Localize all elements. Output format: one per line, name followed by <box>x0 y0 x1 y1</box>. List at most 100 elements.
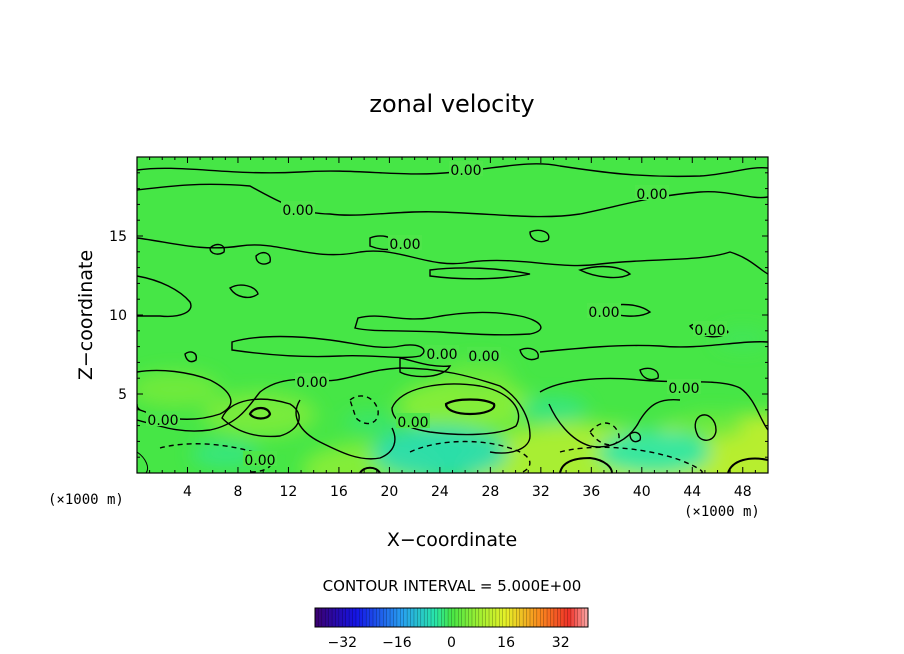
colorbar-cell <box>560 608 565 627</box>
contour-label: 0.00 <box>244 453 275 469</box>
contour-label-bg <box>396 413 430 428</box>
contour-label: 0.00 <box>296 375 327 391</box>
contour-line <box>137 451 149 473</box>
contour-line <box>184 351 198 363</box>
contour-line <box>391 383 520 436</box>
contour-line <box>519 347 539 361</box>
colorbar-cell <box>390 608 394 627</box>
colorbar-cell <box>345 608 350 627</box>
contour-label: 0.00 <box>426 347 457 363</box>
contour-label-bg <box>388 235 422 250</box>
colorbar-cell <box>386 608 391 627</box>
contour-line <box>295 399 396 460</box>
colorbar-cell <box>379 608 384 627</box>
contour-line <box>221 398 300 438</box>
contour-line <box>559 446 703 473</box>
contour-line <box>727 457 768 473</box>
contour-interval-text: CONTOUR INTERVAL = 5.000E+00 <box>323 577 582 595</box>
contour-line <box>231 335 425 359</box>
colorbar-tick-label: 0 <box>447 635 456 651</box>
colorbar-cell <box>461 608 466 627</box>
contour-label-bg <box>693 321 727 336</box>
contour-line <box>548 398 681 448</box>
colorbar-cell <box>492 608 497 627</box>
contour-label: 0.00 <box>282 203 313 219</box>
colorbar-cell <box>502 608 507 627</box>
contour-label-bg <box>667 379 701 394</box>
colorbar-cell <box>564 608 569 627</box>
contour-line <box>229 284 259 299</box>
colorbar-cell <box>376 608 381 627</box>
contour-line <box>529 229 550 243</box>
colorbar-cell <box>417 608 422 627</box>
contour-line <box>539 341 768 353</box>
colorbar-cell <box>547 608 551 627</box>
colorbar-cell <box>441 608 446 627</box>
colorbar-frame <box>314 607 589 628</box>
colorbar-cell <box>523 608 528 627</box>
colorbar-cell <box>451 608 456 627</box>
contour-line <box>578 265 632 279</box>
colorbar-tick-label: 16 <box>497 635 515 651</box>
plot-area: 0.00 0.00 0.00 0.00 0.00 0.00 0.00 0.00 0.00 0.00… <box>136 156 769 474</box>
contour-label-bg <box>467 347 501 362</box>
y-tick-labels: 5 10 15 <box>109 229 127 403</box>
contour-label: 0.00 <box>468 349 499 365</box>
x-axis-right-unit: (×1000 m) <box>684 504 760 520</box>
colorbar-cell <box>328 608 333 627</box>
contour-line <box>559 456 613 473</box>
colorbar-cell <box>318 608 323 627</box>
colorbar-cell <box>424 608 429 627</box>
colorbar-cell <box>526 608 531 627</box>
contour-line <box>137 163 768 178</box>
colorbar-cell <box>506 608 511 627</box>
colorbar-cell <box>557 608 562 627</box>
contour-label-bg <box>146 411 180 426</box>
x-tick-label: 44 <box>683 484 701 500</box>
colorbar-cell <box>489 608 493 627</box>
x-axis: 4 8 12 16 20 24 28 32 36 40 44 48 (×1000 m) (×1000 … <box>48 484 760 551</box>
contour-line <box>255 251 271 265</box>
x-tick-label: 48 <box>734 484 752 500</box>
velocity-minimum <box>191 440 260 468</box>
colorbar-cell <box>362 608 367 627</box>
colorbar-cell <box>321 608 326 627</box>
contour-line <box>137 183 768 218</box>
colorbar-cell <box>427 608 432 627</box>
colorbar-tick-label: −16 <box>382 635 412 651</box>
colorbar-cell <box>393 608 398 627</box>
contour-label: 0.00 <box>668 381 699 397</box>
x-tick-labels: 4 8 12 16 20 24 28 32 36 40 44 48 <box>183 484 752 500</box>
colorbar-cell <box>338 608 343 627</box>
colorbar-cell <box>471 608 476 627</box>
x-tick-label: 32 <box>532 484 550 500</box>
colorbar-cell <box>434 608 439 627</box>
x-tick-label: 36 <box>582 484 600 500</box>
y-tick-label: 10 <box>109 308 127 324</box>
velocity-maximum <box>677 412 746 440</box>
colorbar-cell <box>468 608 473 627</box>
contour-label: 0.00 <box>636 187 667 203</box>
colorbar-cell <box>465 608 470 627</box>
colorbar-cell <box>475 608 480 627</box>
colorbar-cell <box>359 608 364 627</box>
colorbar-cell <box>536 608 541 627</box>
colorbar-cell <box>570 608 575 627</box>
contour-label: 0.00 <box>147 413 178 429</box>
colorbar-cell <box>584 608 589 627</box>
chart-title: zonal velocity <box>369 90 534 118</box>
y-axis: 5 10 15 Z−coordinate <box>75 229 127 403</box>
velocity-maximum <box>443 359 512 387</box>
colorbar-cell <box>512 608 517 627</box>
y-tick-label: 5 <box>118 387 127 403</box>
colorbar-cell <box>366 608 371 627</box>
colorbar-cell <box>349 608 354 627</box>
colorbar-cell <box>509 608 514 627</box>
colorbar-tick-label: 32 <box>552 635 570 651</box>
y-axis-label: Z−coordinate <box>75 250 97 380</box>
colorbar-cell <box>373 608 377 627</box>
colorbar-cell <box>335 608 340 627</box>
colorbar-cell <box>567 608 572 627</box>
velocity-minimum <box>519 396 588 424</box>
